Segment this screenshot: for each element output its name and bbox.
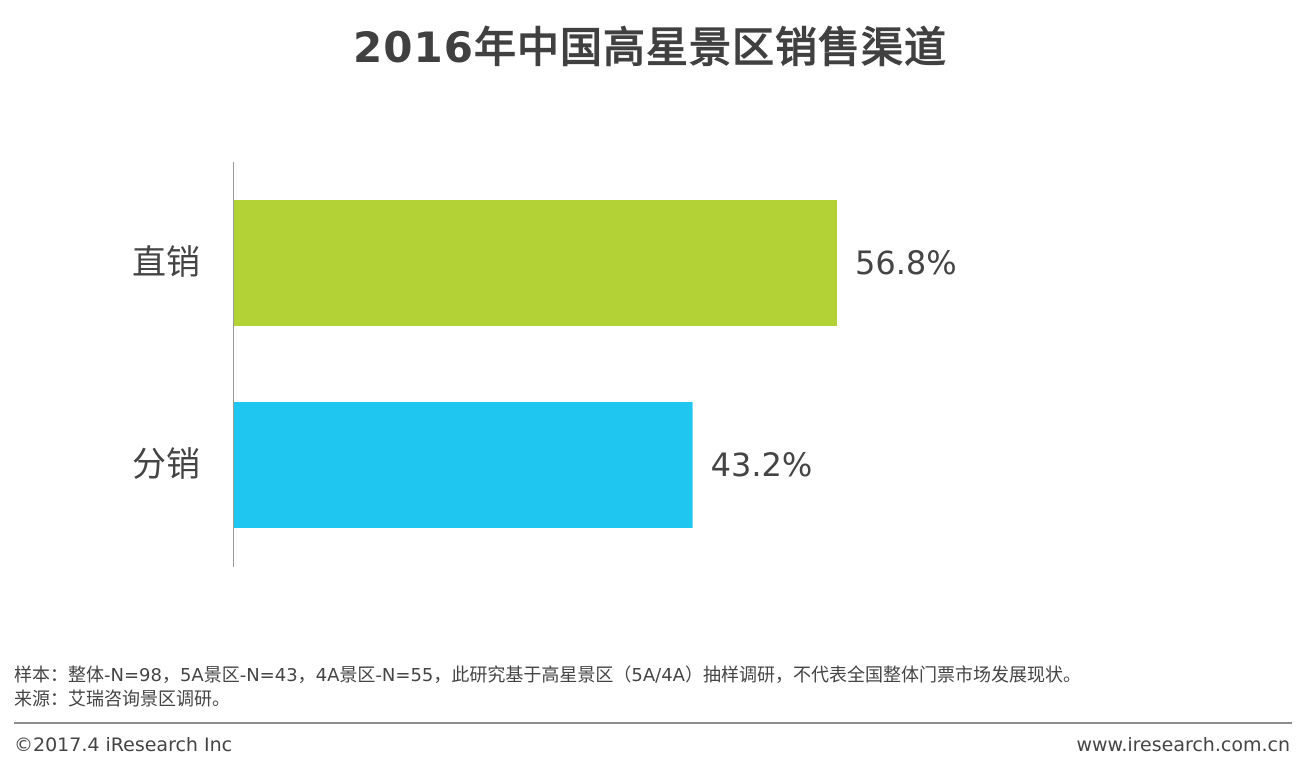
chart-notes: 样本：整体-N=98，5A景区-N=43，4A景区-N=55，此研究基于高星景区… — [14, 664, 1081, 712]
footer-divider — [14, 722, 1292, 724]
chart-title: 2016年中国高星景区销售渠道 — [353, 23, 947, 72]
source-note: 来源：艾瑞咨询景区调研。 — [14, 689, 230, 710]
sample-note: 样本：整体-N=98，5A景区-N=43，4A景区-N=55，此研究基于高星景区… — [14, 665, 1081, 686]
category-label-1: 直销 — [132, 243, 200, 283]
value-label-2: 43.2% — [711, 446, 813, 484]
bar-1 — [234, 200, 837, 326]
value-label-1: 56.8% — [855, 244, 957, 282]
bar-2 — [234, 402, 693, 528]
website-text: www.iresearch.com.cn — [1076, 734, 1290, 756]
category-label-2: 分销 — [132, 445, 200, 485]
copyright-text: ©2017.4 iResearch Inc — [14, 734, 233, 756]
